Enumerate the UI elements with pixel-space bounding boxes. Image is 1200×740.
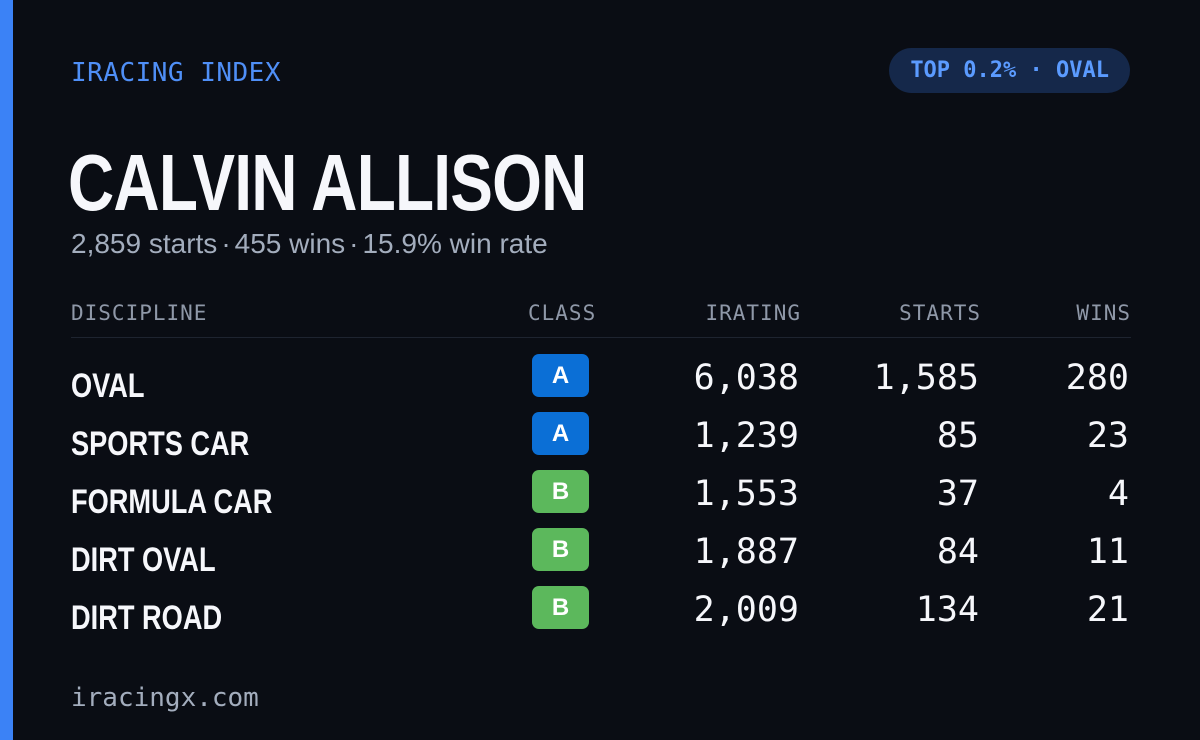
driver-summary: 2,859 starts · 455 wins · 15.9% win rate: [71, 226, 548, 262]
summary-separator: ·: [349, 228, 359, 259]
site-footer-link[interactable]: iracingx.com: [71, 683, 259, 713]
irating-value: 6,038: [693, 358, 799, 398]
starts-value: 84: [936, 532, 979, 572]
table-row: FORMULA CAR B 1,553 37 4: [71, 468, 1131, 526]
rank-badge: TOP 0.2% · OVAL: [889, 48, 1130, 93]
starts-value: 85: [936, 416, 979, 456]
discipline-table: OVAL A 6,038 1,585 280 SPORTS CAR A 1,23…: [71, 352, 1131, 642]
discipline-name: FORMULA CAR: [71, 483, 273, 521]
wins-value: 4: [1107, 474, 1129, 514]
summary-wins: 455 wins: [234, 228, 346, 259]
class-badge: B: [532, 586, 589, 629]
table-row: DIRT ROAD B 2,009 134 21: [71, 584, 1131, 642]
brand-title: IRACING INDEX: [71, 58, 281, 88]
table-row: SPORTS CAR A 1,239 85 23: [71, 410, 1131, 468]
column-header-irating: IRATING: [705, 301, 801, 325]
class-badge: A: [532, 412, 589, 455]
class-badge: B: [532, 528, 589, 571]
wins-value: 21: [1086, 590, 1129, 630]
driver-name: CALVIN ALLISON: [68, 138, 587, 227]
discipline-name: DIRT ROAD: [71, 599, 223, 637]
discipline-name: SPORTS CAR: [71, 425, 250, 463]
summary-win-rate: 15.9% win rate: [362, 228, 548, 259]
irating-value: 2,009: [693, 590, 799, 630]
wins-value: 280: [1065, 358, 1129, 398]
class-badge: A: [532, 354, 589, 397]
table-row: OVAL A 6,038 1,585 280: [71, 352, 1131, 410]
summary-starts: 2,859 starts: [71, 228, 218, 259]
wins-value: 23: [1086, 416, 1129, 456]
irating-value: 1,239: [693, 416, 799, 456]
starts-value: 37: [936, 474, 979, 514]
table-row: DIRT OVAL B 1,887 84 11: [71, 526, 1131, 584]
accent-bar: [0, 0, 13, 740]
starts-value: 1,585: [873, 358, 979, 398]
starts-value: 134: [915, 590, 979, 630]
column-header-starts: STARTS: [899, 301, 981, 325]
column-header-discipline: DISCIPLINE: [71, 301, 208, 325]
discipline-name: OVAL: [71, 367, 145, 405]
irating-value: 1,553: [693, 474, 799, 514]
wins-value: 11: [1086, 532, 1129, 572]
column-header-wins: WINS: [1076, 301, 1131, 325]
discipline-name: DIRT OVAL: [71, 541, 216, 579]
column-header-class: CLASS: [528, 301, 597, 325]
class-badge: B: [532, 470, 589, 513]
irating-value: 1,887: [693, 532, 799, 572]
table-header: DISCIPLINE CLASS IRATING STARTS WINS: [71, 298, 1131, 338]
summary-separator: ·: [221, 228, 231, 259]
